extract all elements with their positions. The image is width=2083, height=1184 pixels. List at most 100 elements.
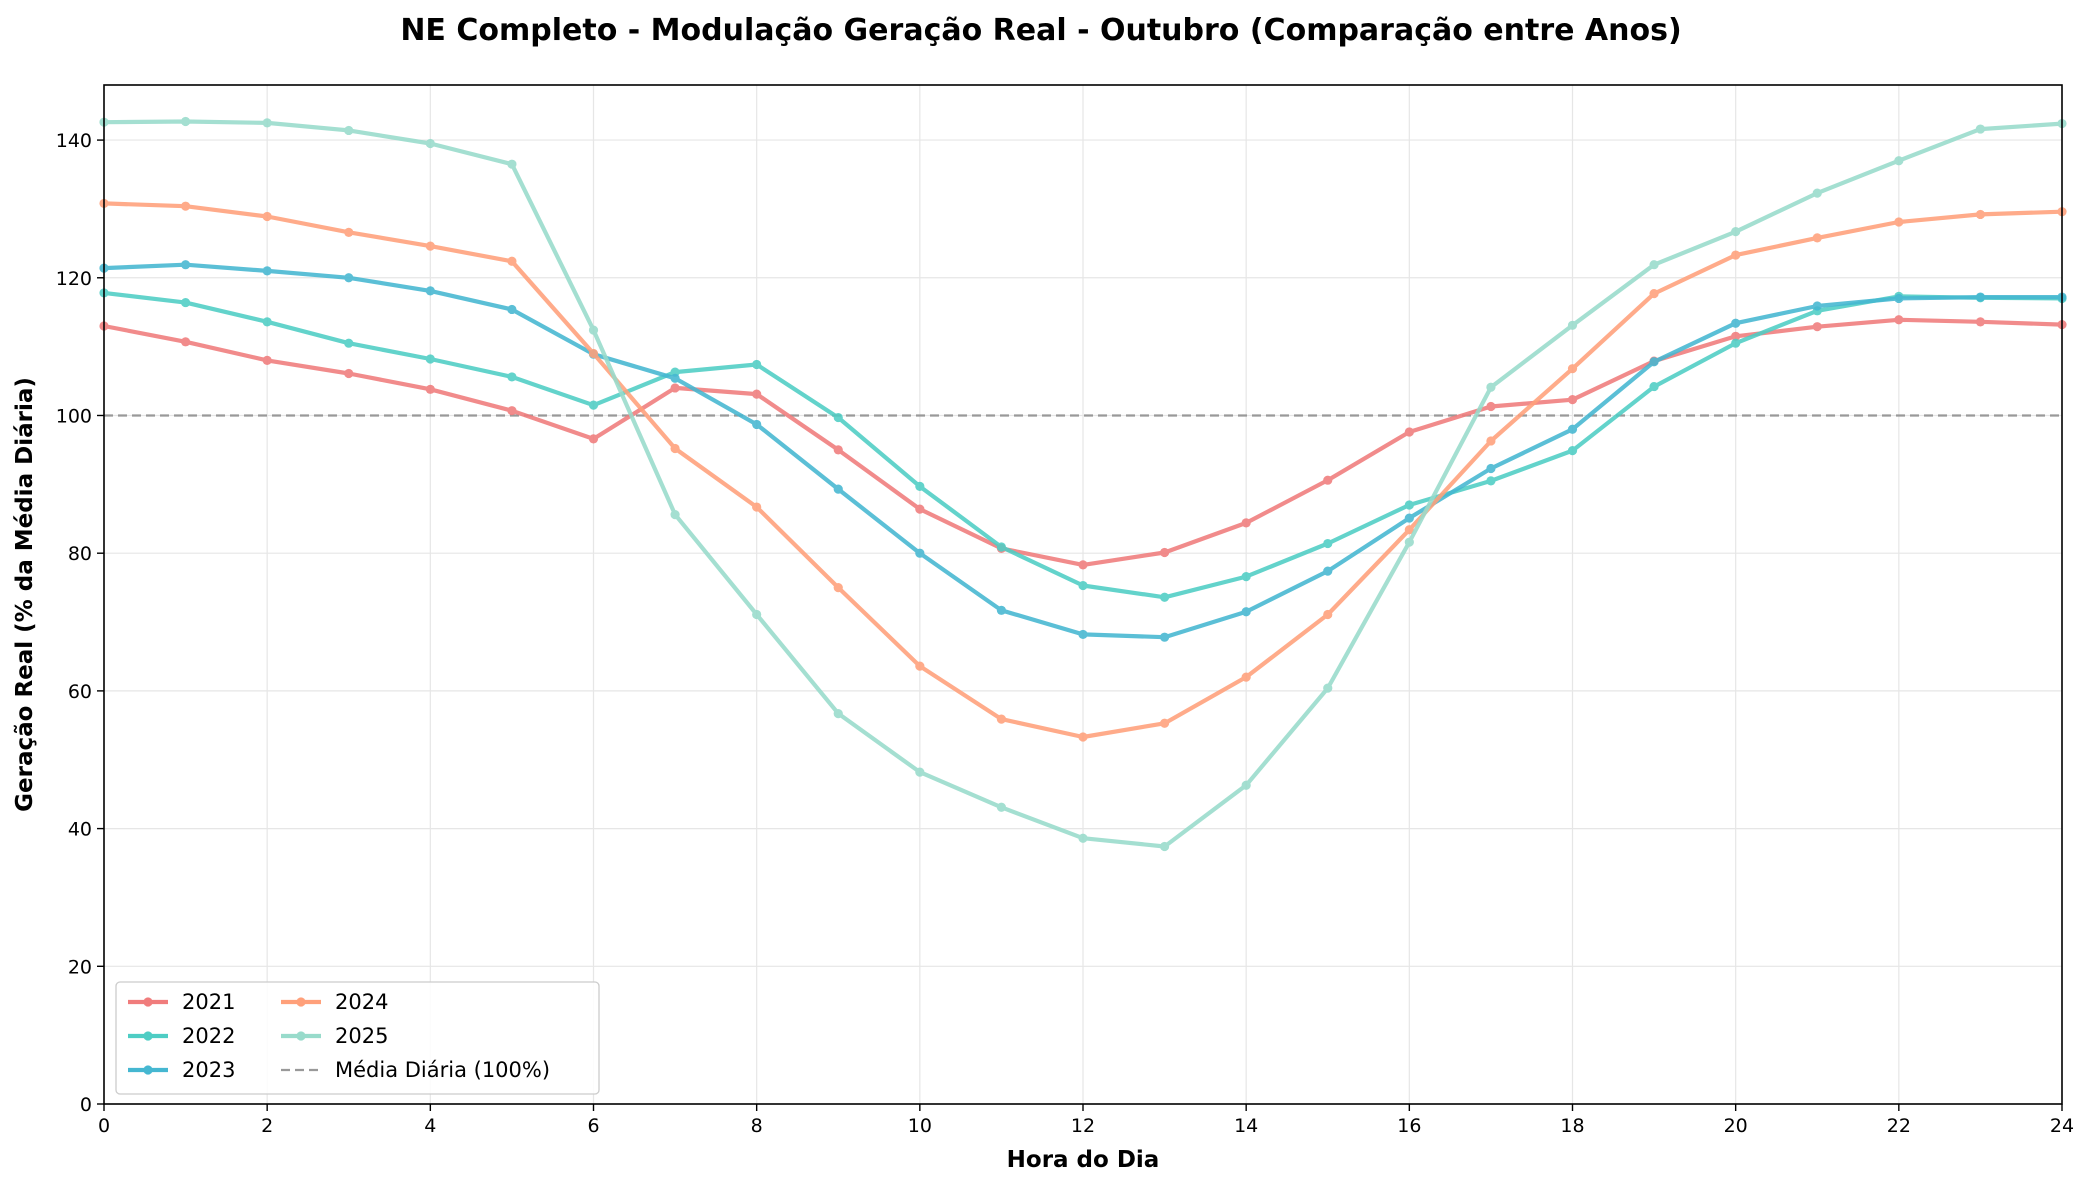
data-point <box>180 337 191 347</box>
data-point <box>1812 188 1822 198</box>
data-point <box>1323 475 1333 485</box>
y-axis: 0 20 40 60 80 100 120 140 <box>56 130 104 1116</box>
data-point <box>262 317 272 327</box>
data-point <box>180 297 191 308</box>
data-point <box>1078 580 1088 591</box>
data-point <box>1486 463 1496 474</box>
data-point <box>833 709 843 719</box>
y-tick-label: 100 <box>56 405 92 427</box>
data-point <box>1323 566 1333 576</box>
data-point <box>996 542 1007 552</box>
data-point <box>915 504 925 514</box>
x-tick-label: 16 <box>1397 1115 1421 1137</box>
y-tick-label: 20 <box>68 956 92 978</box>
legend: 2021 2022 2023 2024 2025 Média Diária (100%) <box>115 981 600 1095</box>
data-point <box>1975 124 1986 134</box>
data-point <box>262 211 272 222</box>
x-tick-label: 0 <box>98 1115 110 1137</box>
data-point <box>180 260 191 270</box>
y-tick-label: 60 <box>68 681 92 703</box>
data-point <box>1404 537 1414 547</box>
data-point <box>915 661 925 671</box>
data-point <box>1649 260 1659 270</box>
x-axis-label: Hora do Dia <box>1007 1147 1160 1173</box>
series-2022 <box>99 288 2067 602</box>
legend-item: 2023 <box>128 1058 235 1082</box>
data-point <box>1404 427 1414 437</box>
legend-marker <box>296 997 306 1007</box>
data-point <box>1731 227 1741 237</box>
data-point <box>915 767 925 777</box>
data-point <box>1975 292 1986 302</box>
data-point <box>1812 233 1822 243</box>
y-axis-label: Geração Real (% da Média Diária) <box>12 377 38 812</box>
legend-item: 2021 <box>128 990 235 1014</box>
legend-label: 2021 <box>182 990 235 1014</box>
data-point <box>588 400 599 410</box>
data-point <box>833 445 843 455</box>
x-tick-label: 2 <box>261 1115 273 1137</box>
x-tick-label: 22 <box>1887 1115 1911 1137</box>
data-point <box>1486 476 1496 486</box>
data-point <box>507 406 517 416</box>
data-point <box>996 714 1007 724</box>
data-point <box>1078 732 1088 742</box>
legend-item: Média Diária (100%) <box>281 1058 550 1082</box>
data-point <box>1323 538 1333 549</box>
data-point <box>670 510 680 520</box>
data-point <box>1241 607 1251 617</box>
data-point <box>1894 217 1904 227</box>
legend-marker <box>296 1031 306 1041</box>
data-point <box>1404 513 1414 523</box>
data-point <box>1486 436 1496 446</box>
data-point <box>425 384 435 394</box>
data-point <box>915 481 925 492</box>
legend-marker <box>143 1065 153 1075</box>
data-point <box>1323 609 1333 620</box>
data-point <box>588 434 599 444</box>
data-point <box>1486 401 1496 412</box>
x-tick-label: 14 <box>1234 1115 1258 1137</box>
series-2024 <box>99 198 2067 742</box>
x-tick-label: 6 <box>587 1115 599 1137</box>
legend-label: 2025 <box>335 1024 388 1048</box>
data-point <box>180 116 191 127</box>
data-point <box>425 138 435 149</box>
data-point <box>1649 381 1659 392</box>
data-point <box>670 383 680 393</box>
data-point <box>344 338 354 348</box>
x-tick-label: 10 <box>908 1115 932 1137</box>
series-2023 <box>99 260 2067 642</box>
x-tick-label: 18 <box>1560 1115 1584 1137</box>
data-point <box>752 389 762 399</box>
data-point <box>1159 718 1170 728</box>
data-point <box>1731 331 1741 341</box>
data-point <box>1078 833 1088 843</box>
data-point <box>833 484 843 494</box>
data-point <box>1241 518 1251 528</box>
data-point <box>1975 209 1986 220</box>
data-point <box>1159 841 1170 852</box>
data-point <box>1078 560 1088 570</box>
data-point <box>1567 364 1578 374</box>
data-point <box>1567 424 1578 434</box>
data-point <box>1812 322 1822 332</box>
y-tick-label: 0 <box>80 1094 92 1116</box>
data-point <box>1731 250 1741 260</box>
legend-label: Média Diária (100%) <box>335 1058 550 1082</box>
data-point <box>1731 338 1741 348</box>
data-point <box>752 359 762 370</box>
data-point <box>1975 317 1986 327</box>
data-point <box>507 159 517 169</box>
data-point <box>833 583 843 593</box>
data-point <box>425 354 435 364</box>
data-point <box>833 412 843 423</box>
y-tick-label: 80 <box>68 543 92 565</box>
x-tick-label: 4 <box>424 1115 436 1137</box>
data-point <box>1649 289 1659 299</box>
data-point <box>1894 156 1904 166</box>
data-point <box>1159 592 1170 602</box>
legend-box <box>115 981 600 1095</box>
data-point <box>752 419 762 430</box>
